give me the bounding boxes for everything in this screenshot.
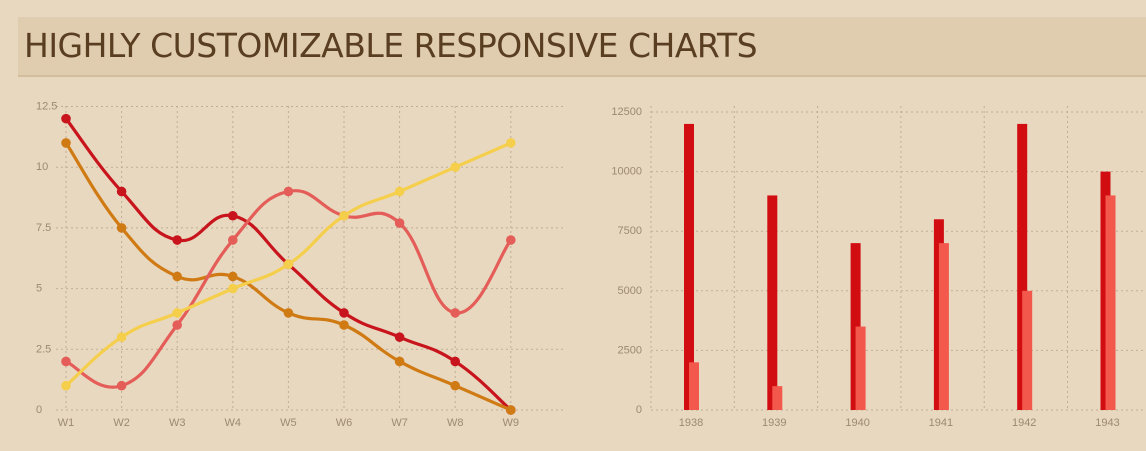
- line-series-1-point: [61, 113, 71, 124]
- bar-chart-y-tick-label: 12500: [611, 106, 642, 118]
- bar-series-1-bar: [1017, 123, 1028, 411]
- line-series-1-point: [339, 308, 349, 318]
- line-chart-x-tick-label: W8: [447, 417, 464, 429]
- line-series-3-point: [394, 218, 405, 228]
- bar-chart-x-tick-label: 1943: [1095, 417, 1119, 429]
- line-chart-y-tick-label: 0: [36, 404, 42, 416]
- bar-chart-y-tick-label: 5000: [618, 285, 642, 297]
- bar-series-1-bar: [767, 195, 778, 410]
- line-series-1-point: [228, 210, 238, 221]
- line-series-2-point: [506, 405, 516, 415]
- line-series-1-point: [394, 332, 405, 342]
- line-series-3-point: [283, 186, 294, 197]
- line-series-4-point: [61, 380, 71, 391]
- bar-chart-x-tick-label: 1940: [845, 417, 869, 429]
- bar-series-2-bar: [855, 326, 866, 410]
- line-chart-y-tick-label: 12.5: [36, 101, 57, 113]
- page-title: HIGHLY CUSTOMIZABLE RESPONSIVE CHARTS: [24, 26, 758, 65]
- line-series-4-point: [450, 162, 461, 172]
- line-series-4-point: [506, 138, 516, 148]
- line-series-2-point: [339, 320, 349, 330]
- line-series-2-point: [450, 380, 461, 391]
- line-series-3-point: [506, 235, 516, 245]
- bar-series-2-bar: [689, 362, 699, 410]
- line-series-2-point: [116, 223, 127, 233]
- page-header: HIGHLY CUSTOMIZABLE RESPONSIVE CHARTS: [18, 17, 1146, 77]
- line-series-2-point: [394, 356, 405, 367]
- bar-chart-x-tick-label: 1942: [1012, 417, 1036, 429]
- bar-chart-y-tick-label: 10000: [611, 166, 642, 178]
- line-series-3-point: [450, 308, 461, 318]
- line-chart-y-tick-label: 7.5: [36, 222, 51, 234]
- line-series-4-point: [283, 259, 294, 270]
- bar-chart-x-tick-label: 1938: [679, 417, 703, 429]
- line-series-3-point: [61, 356, 71, 367]
- bar-series-1-bar: [684, 123, 694, 411]
- line-series-4-point: [339, 210, 349, 221]
- line-chart-x-tick-label: W2: [113, 417, 130, 429]
- line-chart-y-tick-label: 5: [36, 283, 42, 295]
- line-series-1-point: [116, 186, 127, 197]
- line-chart-x-tick-label: W3: [169, 417, 186, 429]
- line-series-3-point: [172, 320, 182, 330]
- line-series-2-point: [283, 308, 294, 318]
- line-series-3-point: [116, 380, 127, 391]
- line-chart-x-tick-label: W1: [58, 417, 75, 429]
- line-chart-x-tick-label: W5: [280, 417, 297, 429]
- line-series-4-point: [394, 186, 405, 197]
- bar-chart-y-tick-label: 7500: [618, 225, 642, 237]
- bar-chart-y-tick-label: 0: [636, 404, 642, 416]
- bar-series-2-bar: [938, 243, 949, 410]
- line-chart-y-tick-label: 2.5: [36, 343, 51, 355]
- line-series-4-point: [116, 332, 127, 342]
- line-chart-x-tick-label: W9: [503, 417, 520, 429]
- line-series-4-point: [172, 308, 182, 318]
- bar-chart-y-tick-label: 2500: [618, 344, 642, 356]
- line-series-2-point: [61, 138, 71, 148]
- line-chart-x-tick-label: W7: [391, 417, 408, 429]
- line-chart-x-tick-label: W4: [225, 417, 242, 429]
- bar-series-2-bar: [1022, 290, 1033, 410]
- line-series-1: [64, 117, 513, 412]
- line-series-2-point: [172, 271, 182, 282]
- line-series-3-point: [228, 235, 238, 245]
- bar-series-2-bar: [1105, 195, 1116, 410]
- line-chart-y-tick-label: 10: [36, 161, 48, 173]
- line-series-2-point: [228, 271, 238, 282]
- line-series-2: [64, 141, 513, 412]
- line-chart-x-tick-label: W6: [336, 417, 353, 429]
- line-series-1-point: [450, 356, 461, 367]
- bar-series-2-bar: [772, 386, 783, 410]
- bar-chart-x-tick-label: 1941: [929, 417, 953, 429]
- line-series-1-point: [172, 235, 182, 245]
- bar-chart-x-tick-label: 1939: [762, 417, 786, 429]
- line-series-4-point: [228, 283, 238, 294]
